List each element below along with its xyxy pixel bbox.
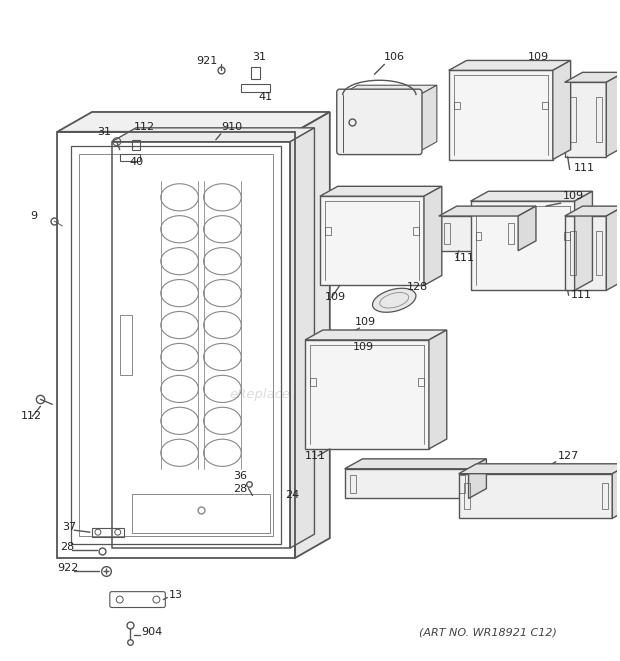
Bar — [570, 97, 575, 141]
Bar — [565, 216, 606, 290]
Polygon shape — [459, 464, 620, 474]
Bar — [508, 223, 514, 244]
Bar — [603, 483, 608, 510]
Text: eReplacementParts.com: eReplacementParts.com — [229, 388, 391, 401]
Text: 106: 106 — [384, 52, 405, 62]
Bar — [325, 227, 331, 235]
Polygon shape — [439, 206, 536, 216]
Polygon shape — [345, 459, 487, 469]
Polygon shape — [606, 206, 620, 290]
Bar — [310, 378, 316, 386]
Polygon shape — [295, 112, 330, 558]
Text: 9: 9 — [30, 211, 38, 221]
Text: 31: 31 — [97, 127, 111, 137]
Bar — [596, 97, 603, 141]
Bar — [444, 223, 449, 244]
Polygon shape — [471, 191, 593, 201]
Text: 922: 922 — [57, 563, 79, 573]
Bar — [454, 102, 459, 110]
Bar — [596, 231, 603, 276]
FancyBboxPatch shape — [337, 89, 422, 155]
Text: 28: 28 — [232, 484, 247, 494]
Bar — [71, 145, 281, 544]
Bar — [250, 67, 260, 79]
Polygon shape — [57, 112, 330, 132]
Polygon shape — [424, 186, 442, 286]
Text: 128: 128 — [407, 282, 428, 292]
Bar — [92, 528, 123, 537]
Polygon shape — [449, 60, 570, 70]
Text: 112: 112 — [20, 411, 42, 421]
Bar — [79, 153, 273, 536]
Bar — [542, 102, 548, 110]
Bar — [131, 494, 270, 533]
Text: 28: 28 — [60, 542, 74, 552]
Text: 111: 111 — [570, 290, 591, 300]
Polygon shape — [565, 206, 620, 216]
Bar — [320, 196, 424, 286]
Text: 109: 109 — [353, 342, 374, 352]
Text: 40: 40 — [130, 157, 144, 167]
Text: 109: 109 — [325, 292, 346, 302]
Polygon shape — [518, 206, 536, 251]
Bar — [476, 233, 482, 241]
Text: 111: 111 — [454, 253, 475, 262]
Text: 31: 31 — [252, 52, 267, 62]
Bar — [413, 227, 419, 235]
Text: (ART NO. WR18921 C12): (ART NO. WR18921 C12) — [420, 627, 557, 637]
Text: 112: 112 — [133, 122, 155, 132]
Polygon shape — [112, 128, 314, 141]
Text: 24: 24 — [285, 490, 299, 500]
Bar — [112, 141, 290, 548]
Polygon shape — [340, 85, 437, 95]
Bar — [464, 483, 469, 510]
Text: 41: 41 — [259, 92, 273, 102]
Text: 109: 109 — [563, 191, 584, 201]
Text: 37: 37 — [62, 522, 76, 532]
Bar — [350, 475, 356, 492]
Ellipse shape — [373, 288, 416, 312]
Polygon shape — [290, 128, 314, 548]
Text: 910: 910 — [221, 122, 242, 132]
Bar — [449, 70, 553, 159]
Bar — [131, 139, 140, 149]
Bar — [418, 378, 424, 386]
Bar — [305, 340, 429, 449]
Text: 111: 111 — [305, 451, 326, 461]
Bar — [565, 82, 606, 157]
Text: 109: 109 — [528, 52, 549, 62]
Text: 127: 127 — [558, 451, 579, 461]
Bar — [120, 153, 140, 161]
Polygon shape — [320, 186, 442, 196]
Polygon shape — [553, 60, 570, 159]
Polygon shape — [469, 459, 487, 498]
Polygon shape — [606, 72, 620, 157]
Text: 36: 36 — [232, 471, 247, 481]
Text: 109: 109 — [355, 317, 376, 327]
Bar — [57, 132, 295, 558]
Bar — [570, 231, 575, 276]
Polygon shape — [419, 85, 437, 151]
Polygon shape — [613, 464, 620, 518]
Bar — [564, 233, 570, 241]
Text: 13: 13 — [169, 590, 184, 600]
Polygon shape — [565, 72, 620, 82]
Text: 921: 921 — [196, 56, 217, 66]
Polygon shape — [305, 330, 447, 340]
Text: 111: 111 — [574, 163, 595, 173]
Bar — [439, 216, 518, 251]
Bar — [459, 475, 464, 492]
Bar — [459, 474, 613, 518]
Text: 904: 904 — [141, 627, 163, 637]
Polygon shape — [429, 330, 447, 449]
Bar — [120, 315, 131, 375]
Bar — [345, 469, 469, 498]
Bar — [471, 201, 575, 290]
Polygon shape — [575, 191, 593, 290]
